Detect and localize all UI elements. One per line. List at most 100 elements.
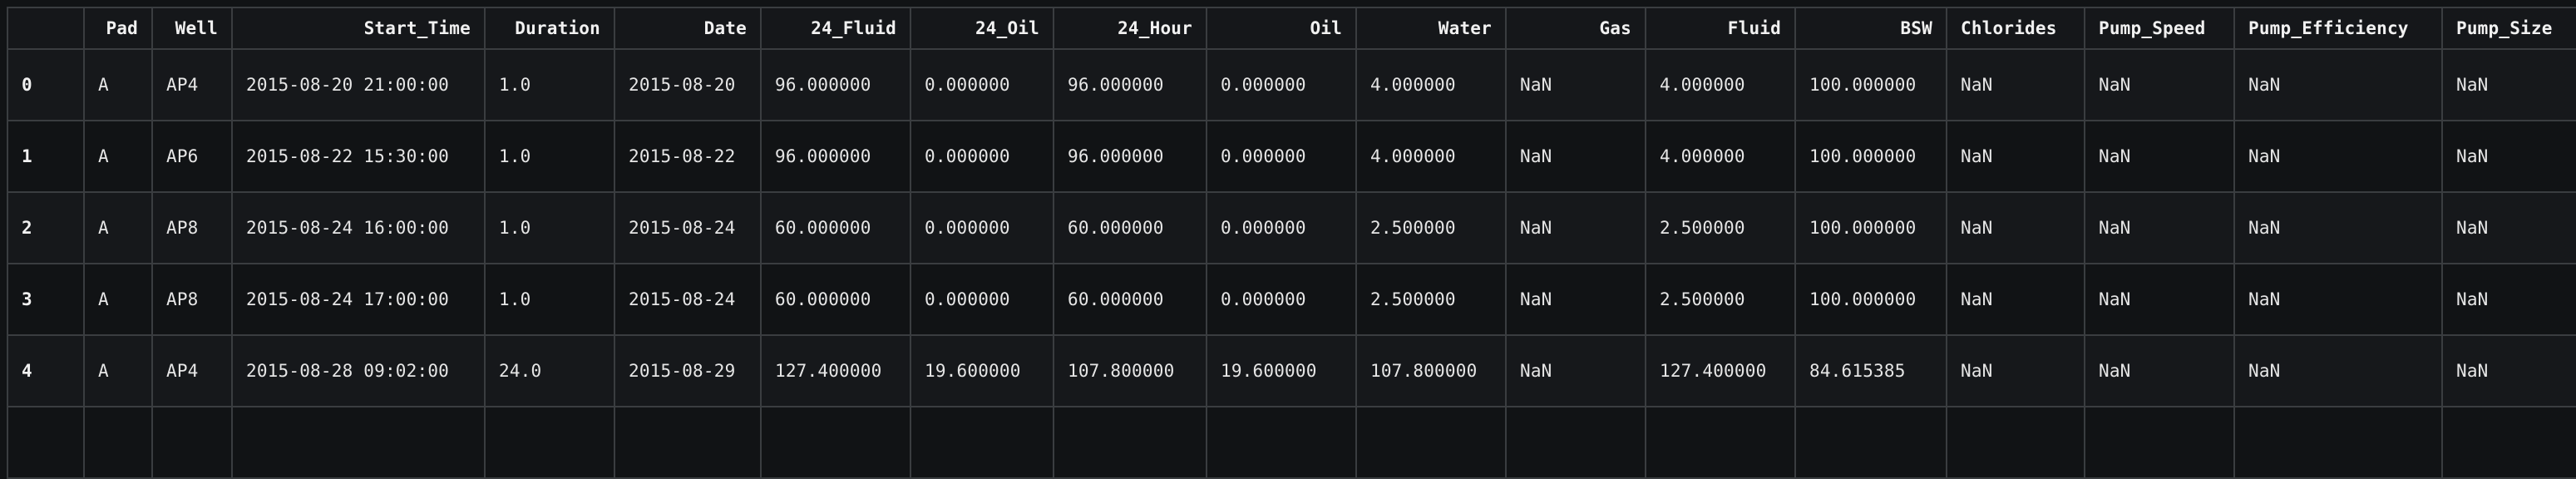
cell-pump-efficiency: NaN	[2233, 191, 2443, 264]
column-header-start-time: Start_Time	[231, 7, 486, 50]
column-header-pump-size: Pump_Size	[2441, 7, 2576, 50]
cell-well: AP6	[151, 120, 233, 193]
column-header-water: Water	[1355, 7, 1507, 50]
cell-oil: 19.600000	[1206, 334, 1357, 407]
column-header-duration: Duration	[484, 7, 615, 50]
cell-gas: NaN	[1505, 263, 1646, 336]
cell-pump-size: NaN	[2441, 263, 2576, 336]
cell-24-oil: 0.000000	[910, 48, 1054, 121]
cell-24-oil: 0.000000	[910, 263, 1054, 336]
cell-bsw: 100.000000	[1794, 120, 1947, 193]
table-row: 3 A AP8 2015-08-24 17:00:00 1.0 2015-08-24 60.…	[7, 263, 2576, 336]
table-row: 2 A AP8 2015-08-24 16:00:00 1.0 2015-08-24 60.…	[7, 191, 2576, 264]
cell-pad: A	[83, 191, 153, 264]
column-header-oil: Oil	[1206, 7, 1357, 50]
cell-fluid: 4.000000	[1645, 48, 1796, 121]
row-index: 4	[7, 334, 85, 407]
partial-cell	[2084, 406, 2235, 479]
cell-24-oil: 19.600000	[910, 334, 1054, 407]
row-index: 2	[7, 191, 85, 264]
cell-bsw: 100.000000	[1794, 191, 1947, 264]
cell-date: 2015-08-20	[614, 48, 762, 121]
partial-cell	[760, 406, 911, 479]
cell-pad: A	[83, 48, 153, 121]
partial-cell	[2441, 406, 2576, 479]
cell-well: AP4	[151, 334, 233, 407]
column-header-24-hour: 24_Hour	[1053, 7, 1207, 50]
cell-pump-speed: NaN	[2084, 191, 2235, 264]
cell-start-time: 2015-08-24 16:00:00	[231, 191, 486, 264]
cell-start-time: 2015-08-28 09:02:00	[231, 334, 486, 407]
partial-cell	[1053, 406, 1207, 479]
cell-fluid: 2.500000	[1645, 263, 1796, 336]
cell-pump-speed: NaN	[2084, 334, 2235, 407]
partial-cell	[1645, 406, 1796, 479]
row-index: 0	[7, 48, 85, 121]
cell-oil: 0.000000	[1206, 120, 1357, 193]
cell-oil: 0.000000	[1206, 263, 1357, 336]
cell-bsw: 84.615385	[1794, 334, 1947, 407]
cell-pad: A	[83, 120, 153, 193]
cell-24-fluid: 60.000000	[760, 191, 911, 264]
column-header-24-fluid: 24_Fluid	[760, 7, 911, 50]
cell-well: AP4	[151, 48, 233, 121]
table-header: Pad Well Start_Time Duration Date 24_Fluid 24_…	[7, 7, 2576, 50]
cell-24-fluid: 60.000000	[760, 263, 911, 336]
cell-gas: NaN	[1505, 120, 1646, 193]
partial-cell	[151, 406, 233, 479]
cell-date: 2015-08-24	[614, 263, 762, 336]
table-row: 0 A AP4 2015-08-20 21:00:00 1.0 2015-08-20 96.…	[7, 48, 2576, 121]
cell-pump-size: NaN	[2441, 120, 2576, 193]
cell-24-fluid: 96.000000	[760, 48, 911, 121]
column-header-chlorides: Chlorides	[1946, 7, 2085, 50]
cell-pump-speed: NaN	[2084, 120, 2235, 193]
column-header-gas: Gas	[1505, 7, 1646, 50]
cell-duration: 1.0	[484, 120, 615, 193]
cell-chlorides: NaN	[1946, 334, 2085, 407]
cell-bsw: 100.000000	[1794, 48, 1947, 121]
cell-24-hour: 60.000000	[1053, 191, 1207, 264]
partial-cell	[484, 406, 615, 479]
cell-water: 2.500000	[1355, 263, 1507, 336]
cell-24-fluid: 96.000000	[760, 120, 911, 193]
partial-cell	[7, 406, 85, 479]
cell-start-time: 2015-08-20 21:00:00	[231, 48, 486, 121]
cell-gas: NaN	[1505, 191, 1646, 264]
partial-cell	[1355, 406, 1507, 479]
column-header-bsw: BSW	[1794, 7, 1947, 50]
partial-cell	[1505, 406, 1646, 479]
cell-pump-efficiency: NaN	[2233, 263, 2443, 336]
header-row: Pad Well Start_Time Duration Date 24_Fluid 24_…	[7, 7, 2576, 50]
row-index: 3	[7, 263, 85, 336]
cell-date: 2015-08-24	[614, 191, 762, 264]
table-body: 0 A AP4 2015-08-20 21:00:00 1.0 2015-08-20 96.…	[7, 48, 2576, 479]
cell-fluid: 127.400000	[1645, 334, 1796, 407]
cell-gas: NaN	[1505, 334, 1646, 407]
column-header-pump-speed: Pump_Speed	[2084, 7, 2235, 50]
cell-24-oil: 0.000000	[910, 120, 1054, 193]
cell-well: AP8	[151, 263, 233, 336]
table-row-partial	[7, 406, 2576, 479]
cell-chlorides: NaN	[1946, 120, 2085, 193]
cell-oil: 0.000000	[1206, 48, 1357, 121]
column-header-pump-efficiency: Pump_Efficiency	[2233, 7, 2443, 50]
column-header-24-oil: 24_Oil	[910, 7, 1054, 50]
cell-fluid: 4.000000	[1645, 120, 1796, 193]
partial-cell	[83, 406, 153, 479]
cell-water: 2.500000	[1355, 191, 1507, 264]
cell-pump-size: NaN	[2441, 334, 2576, 407]
cell-start-time: 2015-08-24 17:00:00	[231, 263, 486, 336]
cell-duration: 1.0	[484, 48, 615, 121]
cell-pump-efficiency: NaN	[2233, 334, 2443, 407]
dataframe-output: Pad Well Start_Time Duration Date 24_Fluid 24_…	[7, 7, 2576, 479]
cell-24-hour: 96.000000	[1053, 48, 1207, 121]
partial-cell	[1206, 406, 1357, 479]
partial-cell	[231, 406, 486, 479]
cell-duration: 1.0	[484, 263, 615, 336]
column-header-index	[7, 7, 85, 50]
row-index: 1	[7, 120, 85, 193]
cell-pump-size: NaN	[2441, 191, 2576, 264]
table-row: 4 A AP4 2015-08-28 09:02:00 24.0 2015-08-29 12…	[7, 334, 2576, 407]
cell-24-oil: 0.000000	[910, 191, 1054, 264]
cell-pump-speed: NaN	[2084, 263, 2235, 336]
